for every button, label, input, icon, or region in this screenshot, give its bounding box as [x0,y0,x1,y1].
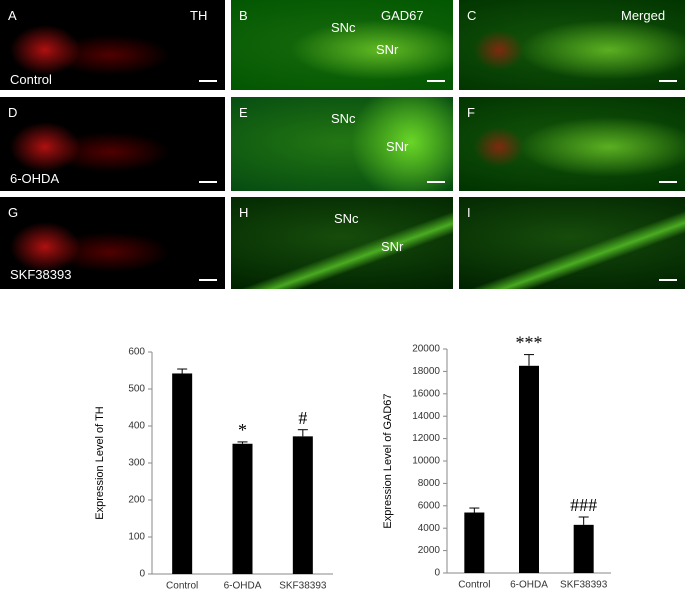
y-tick-label: 16000 [412,388,440,399]
y-tick-label: 0 [139,569,145,580]
y-axis-label: Expression Level of TH [94,406,106,520]
y-tick-label: 4000 [418,523,441,534]
panel: E SNc SNr [231,97,453,191]
panel-label: Control [10,72,52,87]
x-tick-label: Control [458,580,490,591]
error-bar [524,354,534,366]
annotation: ### [570,495,597,515]
panel-label: SNr [381,239,404,254]
panel: H SNc SNr [231,197,453,289]
bar [573,524,594,573]
panel-label: TH [190,8,208,23]
x-tick-label: 6-OHDA [224,581,262,591]
bar [464,512,485,573]
panel-label: SNr [376,42,399,57]
error-bar [297,429,308,437]
panel-label: GAD67 [381,8,424,23]
y-tick-label: 100 [128,532,145,543]
y-axis-label: Expression Level of GAD67 [382,393,394,528]
error-bar [578,516,589,525]
panel: C Merged [459,0,685,90]
panel-label: 6-OHDA [10,171,60,186]
panel-letter: A [8,8,17,23]
panel-letter: I [467,205,471,220]
panel-label: SNr [386,139,409,154]
annotation: # [298,408,307,428]
y-tick-label: 6000 [418,500,441,511]
panel: B GAD67 SNc SNr [231,0,453,90]
y-tick-label: 20000 [412,344,440,355]
y-tick-label: 300 [128,458,145,469]
panel: I [459,197,685,289]
panel-label: SNc [331,20,356,35]
error-bar [237,441,248,444]
panel-label: SNc [331,111,356,126]
y-tick-label: 8000 [418,478,441,489]
panel-label: SNc [334,211,359,226]
bar [292,436,313,574]
y-tick-label: 0 [434,568,440,579]
x-tick-label: SKF38393 [560,580,608,591]
x-tick-label: SKF38393 [279,581,327,591]
x-tick-label: Control [166,581,198,591]
y-tick-label: 10000 [412,456,440,467]
panel-label: SKF38393 [10,267,72,282]
y-tick-label: 14000 [412,411,440,422]
y-tick-label: 2000 [418,545,441,556]
annotation: * [238,420,247,440]
bar [519,365,539,573]
panel-letter: D [8,105,18,120]
panel-label: Merged [621,8,666,23]
bar [232,443,253,574]
error-bar [469,507,480,513]
y-tick-label: 500 [128,384,145,395]
error-bar [177,368,188,374]
panel-letter: E [239,105,248,120]
panel: F [459,97,685,191]
panel: A TH Control [0,0,225,90]
panel-letter: G [8,205,19,220]
bar [172,373,193,574]
panel-letter: H [239,205,249,220]
panel: G SKF38393 [0,197,225,289]
y-tick-label: 18000 [412,366,440,377]
panel-letter: B [239,8,248,23]
y-tick-label: 600 [128,347,145,358]
annotation: *** [516,333,543,353]
panel-letter: F [467,105,475,120]
panel-letter: C [467,8,477,23]
panel: D 6-OHDA [0,97,225,191]
x-tick-label: 6-OHDA [510,580,548,591]
y-tick-label: 200 [128,495,145,506]
y-tick-label: 400 [128,421,145,432]
y-tick-label: 12000 [412,433,440,444]
